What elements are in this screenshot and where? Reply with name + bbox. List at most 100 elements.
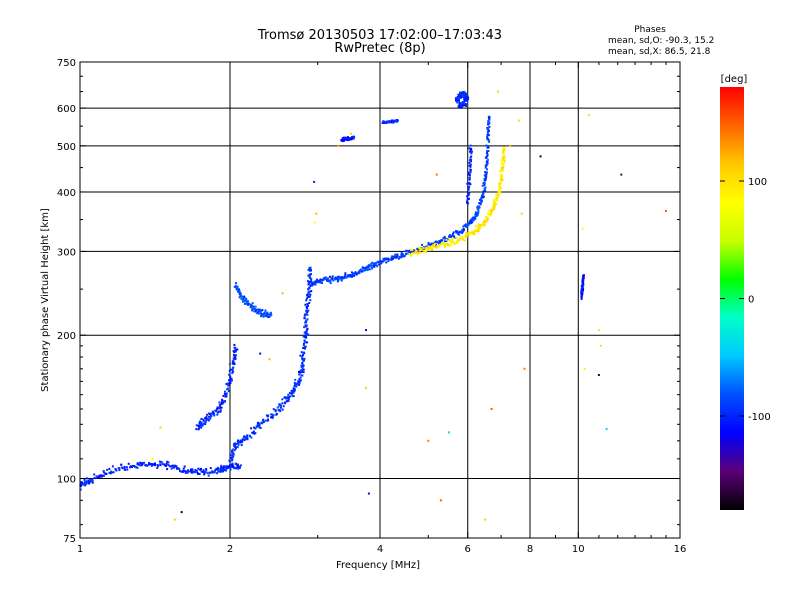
echo-point: [236, 446, 239, 449]
echo-point: [229, 453, 232, 456]
echo-point: [329, 275, 332, 278]
echo-point: [443, 243, 446, 246]
echo-point: [258, 312, 261, 315]
echo-point: [359, 270, 362, 273]
echo-point: [306, 303, 309, 305]
echo-point: [242, 298, 245, 301]
echo-point: [304, 331, 307, 333]
echo-point: [239, 293, 242, 296]
echo-point: [440, 240, 443, 243]
echo-point: [368, 268, 371, 271]
echo-point: [267, 418, 269, 421]
echo-point: [199, 425, 202, 428]
echo-point: [396, 255, 399, 258]
echo-point: [240, 444, 243, 446]
echo-point: [472, 219, 475, 222]
echo-point: [165, 462, 168, 465]
echo-point: [100, 474, 103, 477]
echo-point: [477, 223, 480, 226]
echo-point: [445, 238, 448, 241]
echo-point: [439, 241, 441, 244]
echo-point: [303, 339, 306, 342]
echo-point: [200, 423, 203, 426]
echo-point: [313, 283, 316, 286]
echo-point: [242, 299, 245, 302]
x-tick-label: 4: [377, 544, 383, 555]
echo-point: [231, 369, 234, 372]
echo-point: [464, 92, 467, 95]
echo-point: [449, 241, 452, 243]
echo-point: [259, 312, 262, 315]
echo-point: [228, 373, 231, 376]
echo-point: [262, 314, 265, 317]
echo-point: [287, 393, 290, 396]
echo-point: [498, 188, 501, 191]
echo-point: [301, 363, 304, 366]
echo-point: [466, 199, 469, 202]
echo-point: [477, 205, 480, 208]
echo-point: [305, 328, 308, 331]
echo-point: [299, 376, 302, 379]
data-points: [79, 90, 667, 521]
echo-point: [503, 147, 506, 150]
echo-point: [303, 357, 306, 360]
echo-point: [452, 241, 455, 244]
echo-point: [466, 195, 469, 198]
echo-point: [269, 313, 272, 316]
echo-point: [485, 144, 488, 147]
echo-point: [231, 458, 234, 461]
echo-point: [456, 97, 459, 100]
echo-point: [253, 310, 256, 313]
echo-point: [580, 289, 583, 292]
echo-point: [458, 238, 461, 241]
echo-point: [466, 98, 469, 101]
echo-point: [346, 136, 349, 139]
echo-point: [233, 343, 236, 346]
echo-point: [438, 243, 441, 246]
echo-point: [251, 302, 254, 305]
echo-point: [102, 470, 105, 473]
echo-point: [488, 209, 491, 212]
echo-point: [483, 224, 486, 226]
echo-point: [425, 251, 428, 253]
echo-point: [308, 286, 311, 289]
echo-point: [665, 209, 667, 212]
echo-point: [234, 447, 237, 450]
echo-point: [499, 175, 502, 178]
echo-point: [417, 248, 420, 251]
echo-point: [229, 460, 231, 463]
echo-point: [345, 276, 348, 279]
echo-point: [228, 369, 231, 372]
echo-point: [455, 231, 458, 233]
echo-point: [182, 467, 185, 470]
echo-point: [293, 385, 296, 388]
echo-point: [265, 313, 268, 316]
echo-point: [198, 422, 201, 424]
echo-point: [232, 455, 234, 458]
echo-point: [288, 392, 291, 395]
echo-point: [306, 332, 308, 335]
echo-point: [304, 303, 307, 306]
echo-point: [151, 457, 154, 460]
echo-point: [340, 139, 343, 142]
y-axis-label: Stationary phase Virtual Height [km]: [40, 208, 51, 392]
echo-point: [103, 472, 106, 475]
echo-point: [509, 144, 512, 147]
echo-point: [362, 267, 365, 270]
echo-point: [236, 288, 239, 291]
echo-point: [159, 464, 162, 467]
echo-point: [253, 431, 255, 434]
echo-point: [148, 462, 150, 464]
echo-point: [462, 225, 465, 228]
echo-point: [306, 333, 309, 336]
echo-point: [469, 144, 472, 147]
echo-point: [243, 295, 245, 298]
echo-point: [218, 404, 221, 407]
y-tick-label: 75: [63, 534, 76, 545]
echo-point: [194, 471, 197, 474]
echo-point: [486, 158, 489, 161]
echo-point: [597, 374, 600, 376]
echo-point: [465, 103, 468, 106]
echo-point: [461, 238, 464, 241]
echo-point: [435, 245, 437, 248]
